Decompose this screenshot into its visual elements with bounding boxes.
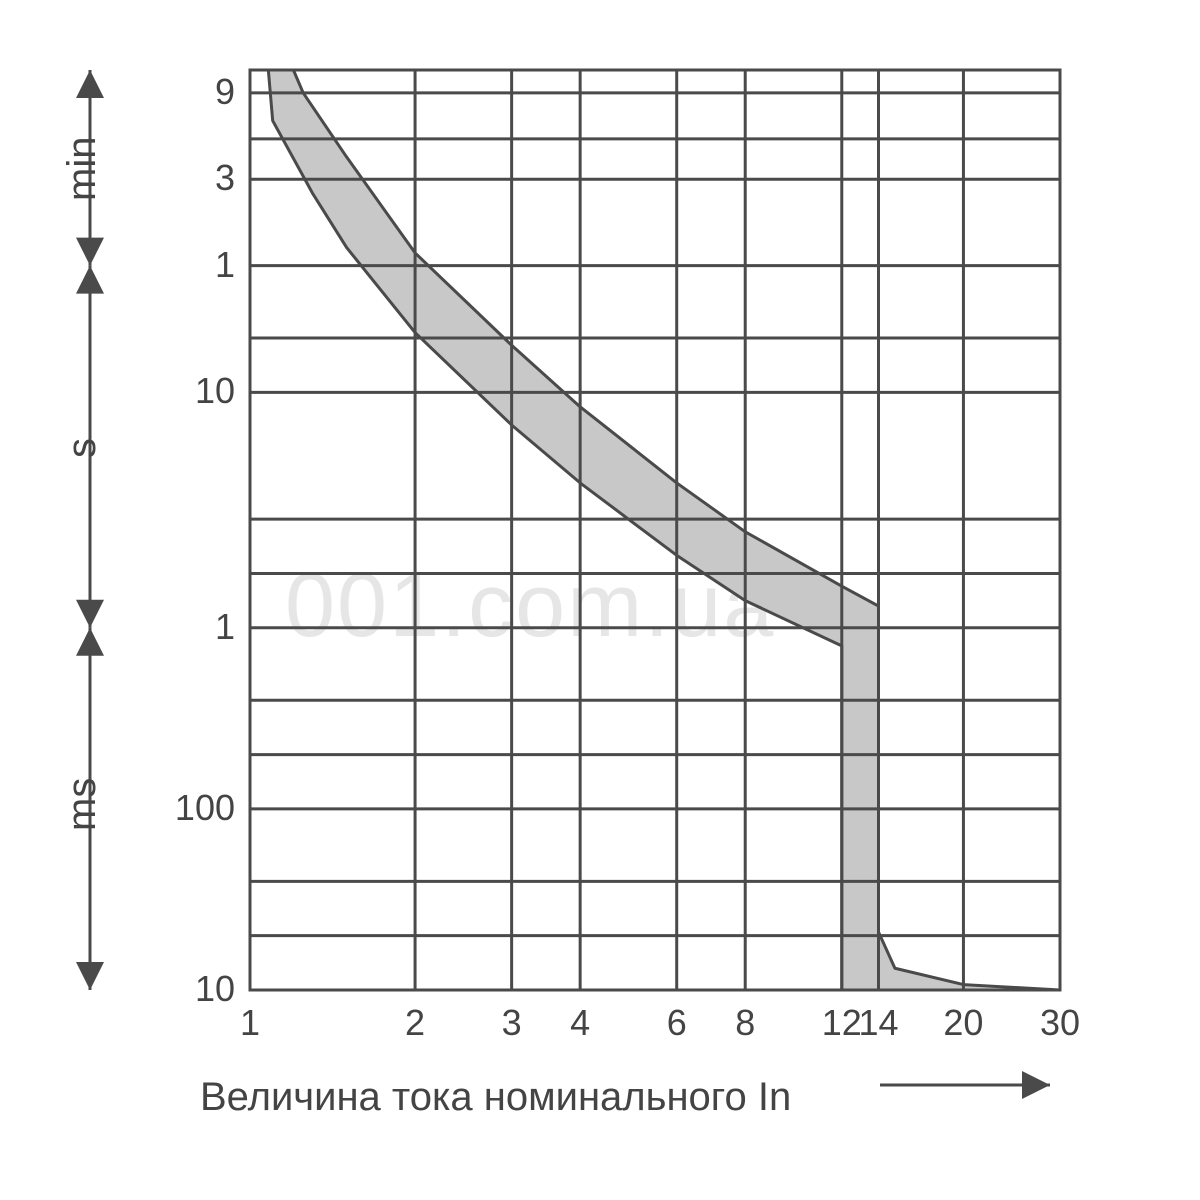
arrowhead-icon <box>76 266 104 294</box>
y-unit-label: s <box>60 438 105 458</box>
y-tick-label: 1 <box>155 244 235 286</box>
arrowhead-icon <box>76 600 104 628</box>
y-unit-label: ms <box>60 778 105 831</box>
x-tick-label: 20 <box>933 1002 993 1044</box>
x-tick-label: 4 <box>550 1002 610 1044</box>
x-tick-label: 8 <box>715 1002 775 1044</box>
x-tick-label: 6 <box>647 1002 707 1044</box>
arrowhead-icon <box>76 962 104 990</box>
y-tick-label: 3 <box>155 157 235 199</box>
x-axis-label: Величина тока номинального In <box>200 1075 791 1120</box>
y-unit-label: min <box>60 136 105 200</box>
y-tick-label: 10 <box>155 370 235 412</box>
x-tick-label: 14 <box>848 1002 908 1044</box>
y-tick-label: 1 <box>155 606 235 648</box>
chart-stage: 001.com.ua Величина тока номинального In… <box>0 0 1200 1200</box>
arrowhead-icon <box>1022 1071 1050 1099</box>
y-tick-label: 9 <box>155 71 235 113</box>
x-tick-label: 30 <box>1030 1002 1090 1044</box>
arrowhead-icon <box>76 238 104 266</box>
arrowhead-icon <box>76 628 104 656</box>
x-tick-label: 2 <box>385 1002 445 1044</box>
arrowhead-icon <box>76 70 104 98</box>
x-tick-label: 3 <box>482 1002 542 1044</box>
trip-curve-band <box>268 70 1060 990</box>
x-tick-label: 1 <box>220 1002 280 1044</box>
y-tick-label: 100 <box>155 787 235 829</box>
